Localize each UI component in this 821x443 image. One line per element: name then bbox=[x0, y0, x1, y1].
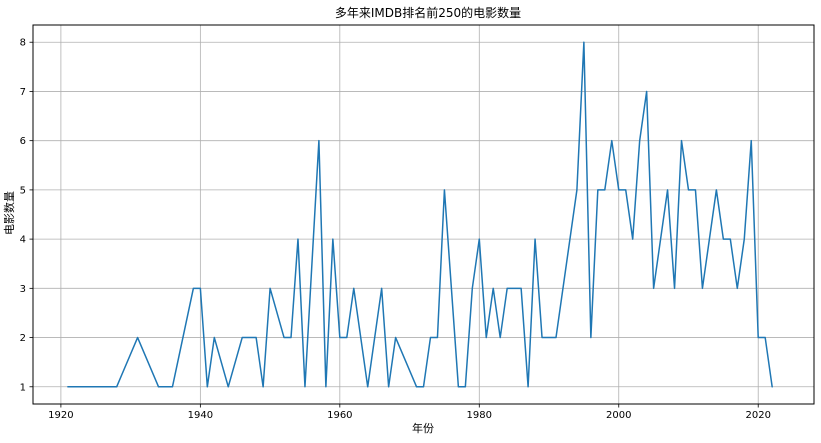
series-layer bbox=[67, 41, 773, 388]
x-tick-label: 2000 bbox=[606, 410, 631, 421]
series-line bbox=[67, 41, 773, 388]
y-tick-label: 8 bbox=[20, 38, 26, 49]
x-axis-label: 年份 bbox=[412, 421, 434, 435]
y-tick-label: 6 bbox=[20, 136, 26, 147]
plot-frame bbox=[32, 24, 815, 405]
y-tick-label: 4 bbox=[20, 235, 26, 246]
axis-ticks: 1920 1940 1960 1980 2000 2020 1 2 3 4 5 6 7 8 bbox=[20, 38, 771, 421]
y-tick-label: 5 bbox=[20, 185, 26, 196]
y-tick-label: 2 bbox=[20, 333, 26, 344]
grid bbox=[33, 25, 814, 404]
y-tick-label: 7 bbox=[20, 87, 26, 98]
chart-title: 多年来IMDB排名前250的电影数量 bbox=[335, 5, 521, 20]
x-tick-label: 2020 bbox=[745, 410, 770, 421]
x-tick-label: 1940 bbox=[188, 410, 213, 421]
y-tick-label: 3 bbox=[20, 284, 26, 295]
x-tick-label: 1960 bbox=[327, 410, 352, 421]
x-tick-label: 1920 bbox=[48, 410, 73, 421]
y-tick-label: 1 bbox=[20, 382, 26, 393]
x-tick-label: 1980 bbox=[467, 410, 492, 421]
y-axis-label: 电影数量 bbox=[3, 191, 16, 235]
